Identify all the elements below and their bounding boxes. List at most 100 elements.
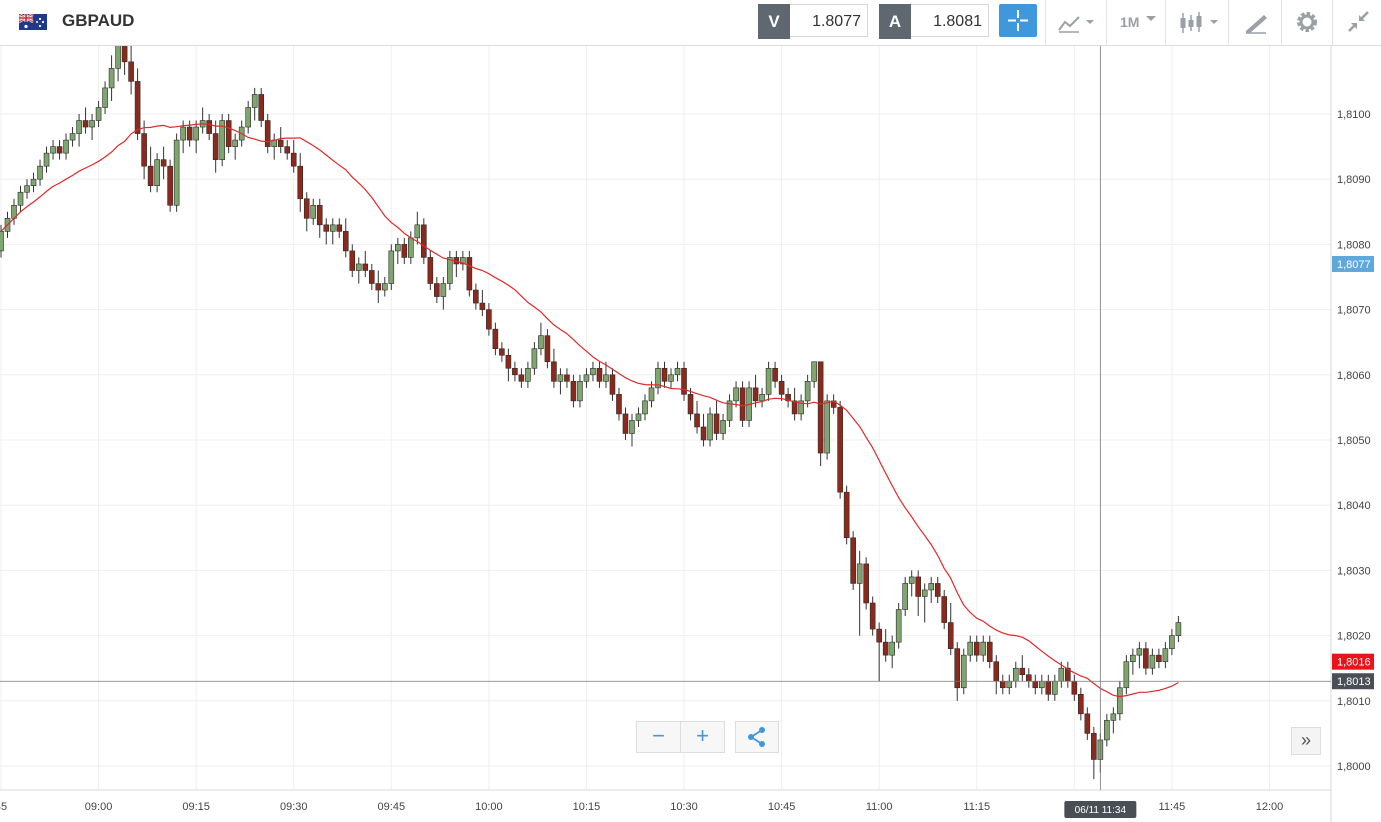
share-button[interactable] [735, 721, 779, 753]
candle [687, 394, 694, 415]
x-tick-label: 11:15 [963, 801, 990, 813]
last-price-label: 1,8016 [1337, 657, 1371, 669]
candle [609, 374, 616, 395]
candle [557, 374, 564, 382]
candle [24, 185, 30, 193]
zoom-in-icon: + [696, 723, 709, 748]
candle [1025, 674, 1032, 682]
candle [1110, 713, 1117, 721]
candle [694, 413, 700, 428]
sell-label: V [758, 4, 790, 39]
candle [447, 257, 453, 284]
zoom-out-icon: − [652, 723, 665, 748]
candle [902, 583, 908, 610]
candle [336, 224, 343, 232]
candle [954, 648, 961, 689]
cursor-price-tag [1332, 673, 1374, 690]
candle-style-button[interactable] [1165, 0, 1228, 45]
y-tick-label: 1,8050 [1337, 435, 1371, 447]
buy-price: 1.8081 [911, 4, 989, 37]
candle [1136, 648, 1143, 656]
candle [277, 139, 284, 147]
drawing-tools-button[interactable] [1228, 0, 1281, 45]
y-tick-label: 1,8030 [1337, 565, 1371, 577]
candle [95, 107, 102, 121]
candle [134, 81, 141, 134]
chart-toolbar: GBPAUD V 1.8077 A 1.8081 1M [0, 0, 1381, 46]
zoom-out-button[interactable]: − [636, 721, 681, 753]
candle [414, 224, 421, 239]
candle [492, 328, 499, 350]
candle [395, 244, 401, 252]
y-tick-label: 1,8020 [1337, 631, 1371, 643]
candle [908, 576, 915, 584]
candle [147, 165, 154, 187]
price-chart[interactable]: 1,8000 1,8010 1,8020 1,8030 1,8040 1,8050 1,80… [0, 46, 1381, 822]
sell-price: 1.8077 [790, 4, 868, 37]
candle [128, 61, 134, 82]
candle [681, 367, 687, 395]
chart-type-line-button[interactable] [1045, 0, 1106, 45]
candle [290, 152, 297, 167]
candle [102, 87, 108, 108]
candle [947, 622, 954, 649]
x-tick-label: 11:00 [866, 801, 893, 813]
zoom-in-button[interactable]: + [680, 721, 725, 753]
candle [264, 120, 271, 147]
x-tick-label: 10:30 [670, 801, 698, 813]
candle [1130, 654, 1136, 662]
candle [648, 387, 655, 402]
candle [512, 367, 518, 376]
symbol-title: GBPAUD [62, 11, 135, 30]
candle [967, 641, 974, 656]
candle [381, 283, 388, 291]
candle [297, 165, 304, 200]
candle [1078, 693, 1084, 715]
candle [765, 367, 772, 395]
x-tick-label: 09:15 [182, 801, 210, 813]
candle [551, 361, 557, 382]
candle [980, 641, 987, 656]
scroll-to-latest-button[interactable]: » [1291, 727, 1321, 755]
candle [1162, 648, 1169, 662]
candle [1156, 654, 1162, 662]
candle [993, 661, 1000, 682]
flag-icon [19, 14, 47, 30]
candle [421, 224, 427, 258]
candle [466, 257, 473, 291]
y-tick-label: 1,8060 [1337, 370, 1371, 382]
candle [700, 426, 707, 441]
candle [635, 413, 642, 421]
candle [674, 367, 681, 376]
candle [82, 120, 89, 128]
timeframe-button[interactable]: 1M [1106, 0, 1165, 45]
candle [115, 46, 121, 69]
candle [928, 583, 935, 591]
timeframe-label: 1M [1120, 14, 1140, 30]
candle [1039, 680, 1045, 689]
candle [752, 387, 759, 402]
candle [193, 126, 199, 141]
settings-button[interactable] [1281, 0, 1332, 45]
candle [759, 394, 765, 402]
candle [505, 354, 512, 369]
candle [882, 641, 889, 656]
candle [362, 263, 369, 271]
y-tick-label: 1,8040 [1337, 500, 1371, 512]
candle [316, 204, 323, 226]
y-tick-label: 1,8080 [1337, 239, 1371, 251]
candle [310, 204, 317, 219]
candle [733, 387, 739, 402]
candle [349, 250, 356, 271]
candle [479, 302, 486, 310]
candle [141, 133, 147, 167]
candle [863, 563, 869, 604]
candle [401, 244, 408, 258]
candle [499, 348, 505, 356]
y-tick-label: 1,8090 [1337, 174, 1371, 186]
crosshair-button[interactable] [999, 4, 1037, 37]
candle [284, 146, 291, 154]
candle [876, 628, 882, 643]
candle [180, 126, 186, 141]
minimize-button[interactable] [1332, 0, 1381, 45]
